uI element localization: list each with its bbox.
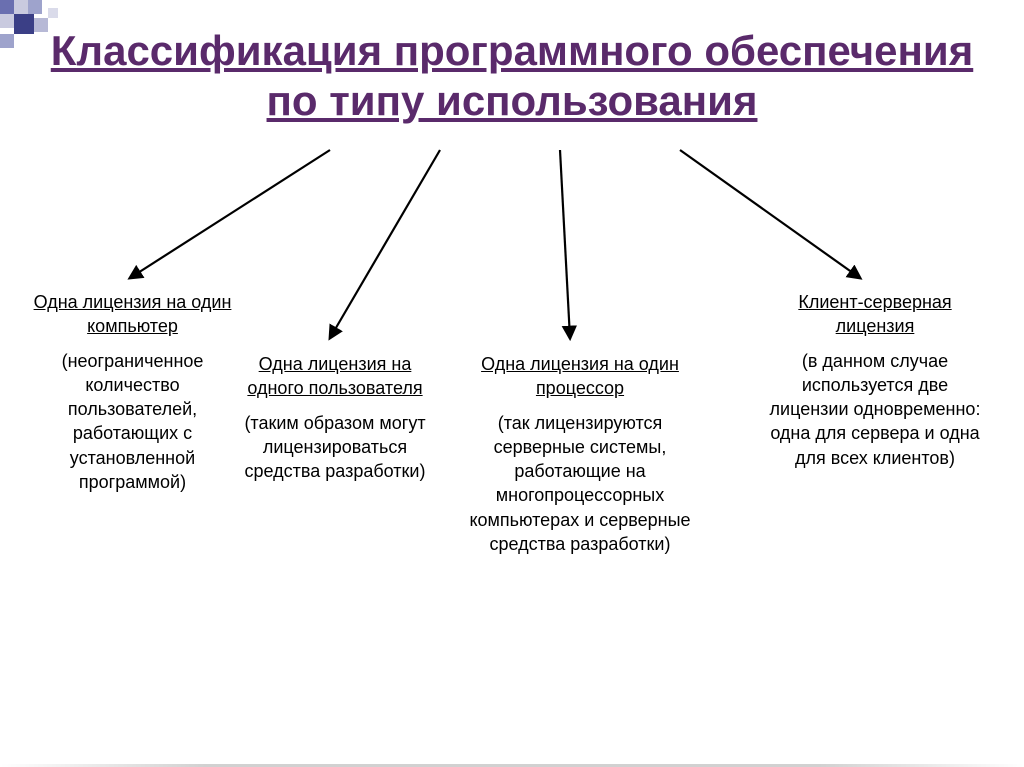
branch-description: (так лицензируются серверные системы, ра… bbox=[450, 411, 710, 557]
deco-square bbox=[14, 0, 28, 14]
branch-arrow bbox=[130, 150, 330, 278]
branch-arrow bbox=[560, 150, 570, 338]
branch-2: Одна лицензия на одного пользователя (так… bbox=[235, 352, 435, 483]
branch-heading: Одна лицензия на один компьютер bbox=[30, 290, 235, 339]
branch-description: (в данном случае используется две лиценз… bbox=[760, 349, 990, 470]
branch-description: (таким образом могут лицензироваться сре… bbox=[235, 411, 435, 484]
branch-arrow bbox=[680, 150, 860, 278]
branch-heading: Одна лицензия на одного пользователя bbox=[235, 352, 435, 401]
deco-square bbox=[48, 8, 58, 18]
branch-description: (неограниченное количество пользователей… bbox=[30, 349, 235, 495]
branch-heading: Одна лицензия на один процессор bbox=[450, 352, 710, 401]
deco-square bbox=[28, 0, 42, 14]
branch-4: Клиент-серверная лицензия (в данном случа… bbox=[760, 290, 990, 470]
branch-3: Одна лицензия на один процессор (так лице… bbox=[450, 352, 710, 556]
branch-1: Одна лицензия на один компьютер (неограни… bbox=[30, 290, 235, 494]
branch-arrow bbox=[330, 150, 440, 338]
branch-heading: Клиент-серверная лицензия bbox=[760, 290, 990, 339]
slide-title: Классификация программного обеспечения п… bbox=[0, 26, 1024, 125]
deco-square bbox=[0, 0, 14, 14]
